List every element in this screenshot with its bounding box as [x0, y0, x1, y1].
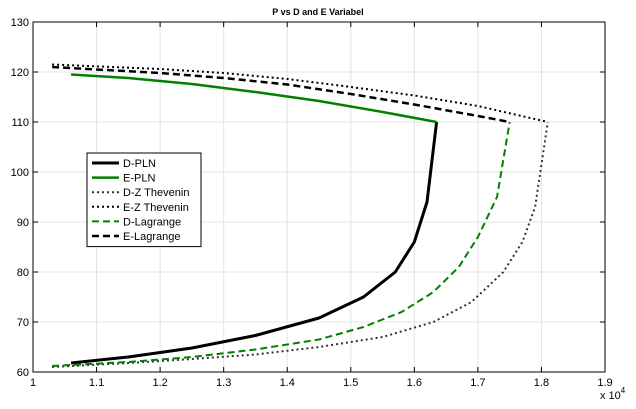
legend-label: D-Lagrange — [123, 216, 181, 228]
x-axis-multiplier-exponent: 4 — [621, 386, 626, 395]
x-tick-label: 1.6 — [407, 377, 422, 389]
x-tick-label: 1.5 — [343, 377, 358, 389]
x-tick-label: 1.2 — [152, 377, 167, 389]
x-axis-multiplier-base: x 10 — [600, 390, 621, 402]
x-tick-label: 1.4 — [280, 377, 295, 389]
legend-label: D-Z Thevenin — [123, 187, 189, 199]
y-tick-label: 130 — [11, 17, 29, 29]
series-line-e-lagrange — [52, 65, 510, 124]
x-tick-label: 1.8 — [534, 377, 549, 389]
legend-label: E-Z Thevenin — [123, 202, 189, 214]
x-tick-label: 1.7 — [470, 377, 485, 389]
legend-label: E-Lagrange — [123, 231, 181, 243]
y-tick-label: 60 — [17, 367, 29, 379]
ticks-layer: 1 1.1 1.2 1.3 1.4 1.5 1.6 1.7 1.8 1.9 60 70 80 90 100 1… — [11, 17, 613, 389]
x-tick-label: 1.3 — [216, 377, 231, 389]
y-tick-label: 70 — [17, 317, 29, 329]
legend-label: D-PLN — [123, 158, 156, 170]
legend-label: E-PLN — [123, 173, 155, 185]
series-line-d-lagrange — [52, 121, 511, 367]
y-tick-label: 80 — [17, 267, 29, 279]
series-line-d-pln — [70, 121, 439, 365]
legend-box — [86, 152, 202, 248]
x-tick-label: 1.9 — [597, 377, 612, 389]
legend: D-PLN E-PLN D-Z Thevenin E-Z Thevenin D-Lagr… — [86, 152, 202, 248]
chart-title: P vs D and E Variabel — [272, 7, 363, 17]
y-tick-label: 90 — [17, 217, 29, 229]
y-tick-label: 110 — [11, 117, 29, 129]
series-line-e-pln — [71, 73, 437, 124]
x-tick-label: 1 — [30, 377, 36, 389]
y-tick-label: 100 — [11, 167, 29, 179]
y-tick-label: 120 — [11, 67, 29, 79]
plot-area-frame — [32, 21, 606, 373]
x-axis-multiplier: x 104 — [600, 386, 626, 402]
series-layer — [52, 63, 549, 368]
x-tick-label: 1.1 — [89, 377, 104, 389]
